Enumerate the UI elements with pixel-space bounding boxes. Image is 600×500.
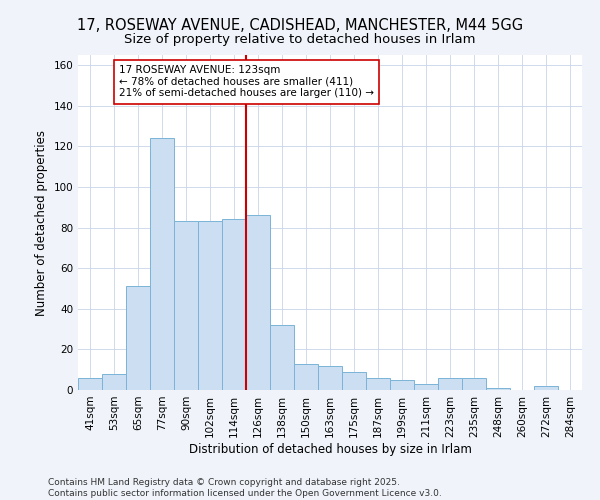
Bar: [366, 378, 390, 390]
Y-axis label: Number of detached properties: Number of detached properties: [35, 130, 48, 316]
Bar: [486, 388, 510, 390]
Bar: [438, 378, 462, 390]
Bar: [414, 384, 438, 390]
Bar: [318, 366, 342, 390]
Bar: [78, 378, 102, 390]
Bar: [222, 220, 246, 390]
Bar: [462, 378, 486, 390]
Bar: [174, 222, 198, 390]
Text: Contains HM Land Registry data © Crown copyright and database right 2025.
Contai: Contains HM Land Registry data © Crown c…: [48, 478, 442, 498]
Bar: [390, 380, 414, 390]
Text: 17, ROSEWAY AVENUE, CADISHEAD, MANCHESTER, M44 5GG: 17, ROSEWAY AVENUE, CADISHEAD, MANCHESTE…: [77, 18, 523, 32]
Bar: [150, 138, 174, 390]
X-axis label: Distribution of detached houses by size in Irlam: Distribution of detached houses by size …: [188, 442, 472, 456]
Bar: [102, 374, 126, 390]
Bar: [270, 325, 294, 390]
Bar: [198, 222, 222, 390]
Bar: [126, 286, 150, 390]
Bar: [534, 386, 558, 390]
Bar: [246, 216, 270, 390]
Bar: [294, 364, 318, 390]
Text: Size of property relative to detached houses in Irlam: Size of property relative to detached ho…: [124, 32, 476, 46]
Text: 17 ROSEWAY AVENUE: 123sqm
← 78% of detached houses are smaller (411)
21% of semi: 17 ROSEWAY AVENUE: 123sqm ← 78% of detac…: [119, 65, 374, 98]
Bar: [342, 372, 366, 390]
